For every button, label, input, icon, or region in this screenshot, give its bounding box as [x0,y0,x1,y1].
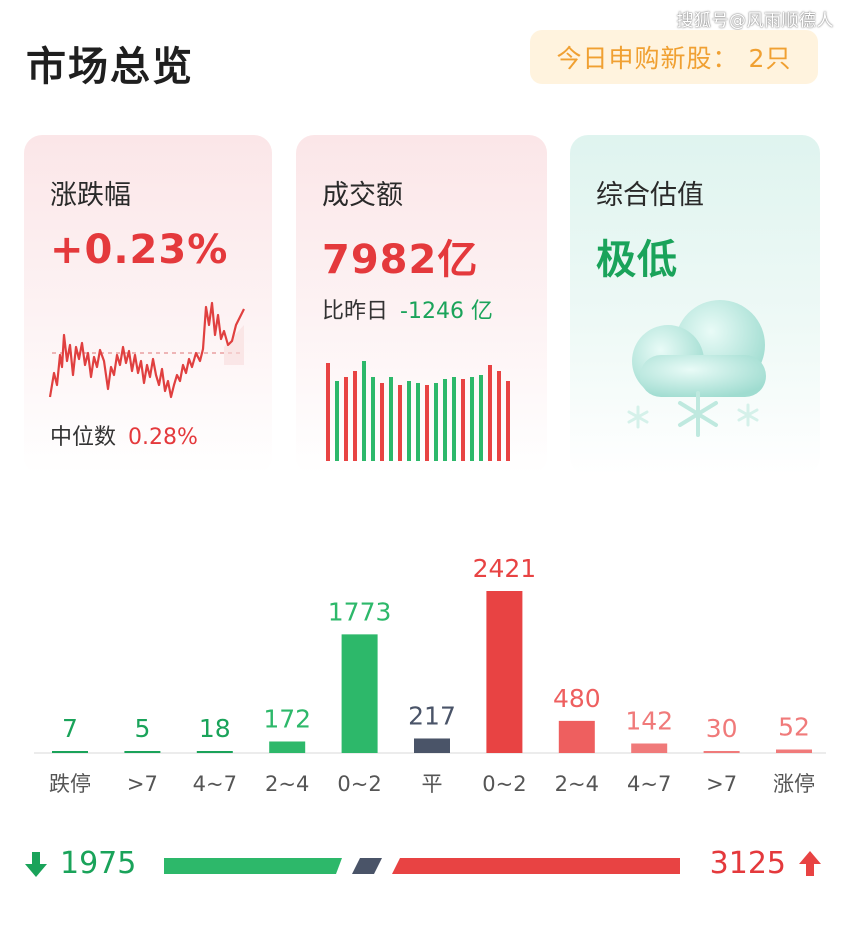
volume-bar [479,375,483,461]
page-title: 市场总览 [26,44,194,90]
flow-bar-down [164,858,342,874]
distribution-bar [776,749,812,753]
volume-bar [380,383,384,461]
distribution-value-label: 217 [408,701,456,730]
distribution-category-label: 平 [422,772,443,796]
distribution-bar [486,591,523,753]
ipo-label: 今日申购新股： [556,44,739,73]
distribution-bar [341,634,378,753]
distribution-category-label: 2~4 [265,772,309,796]
volume-bar [398,385,402,461]
volume-bar [443,379,447,461]
volume-bar [389,377,393,461]
flow-down: 1975 [24,846,136,881]
volume-bar [326,363,330,461]
median-label: 中位数 [50,425,117,450]
volume-bar [335,381,339,461]
distribution-value-label: 18 [199,714,231,743]
distribution-bar [631,743,668,753]
ipo-badge[interactable]: 今日申购新股： 2只 [530,30,818,84]
distribution-bar [414,738,450,753]
distribution-value-label: 30 [706,714,738,743]
volume-bar [506,381,510,461]
distribution-category-label: 4~7 [193,772,237,796]
distribution-category-label: 4~7 [627,772,671,796]
volume-bar [371,377,375,461]
distribution-value-label: 1773 [328,597,392,626]
volume-bar [452,377,456,461]
distribution-bar [558,720,595,753]
watermark: 搜狐号@风雨顺德人 [676,11,834,31]
arrow-down-icon [25,851,47,877]
flow-up: 3125 [710,846,822,881]
down-count: 1975 [60,846,137,881]
distribution-value-label: 142 [625,706,673,735]
volume-bars [326,361,510,461]
flow-bar [164,858,680,874]
ipo-value: 2只 [748,44,792,73]
distribution-bar [703,750,740,753]
volume-bar [461,379,465,461]
compare-value: -1246 亿 [400,299,493,324]
distribution-category-label: 涨停 [773,772,815,796]
valuation-label: 综合估值 [596,180,704,211]
change-label: 涨跌幅 [50,180,131,211]
distribution-chart: 7 跌停 5 >7 18 4~7 172 2~4 1773 0~2 217 平 2421 0~2 480 2~… [34,554,826,796]
distribution-category-label: 0~2 [337,772,381,796]
volume-label: 成交额 [322,180,403,211]
volume-bar [434,383,438,461]
distribution-value-label: 5 [134,714,150,743]
distribution-value-label: 172 [263,704,311,733]
distribution-value-label: 480 [553,684,601,713]
volume-bar [407,381,411,461]
compare-label: 比昨日 [322,299,389,324]
volume-bar [416,383,420,461]
distribution-category-label: 0~2 [482,772,526,796]
distribution-bar [196,751,233,753]
change-value: +0.23% [50,227,229,273]
distribution-value-label: 2421 [473,554,537,583]
flow-summary: 1975 3125 [0,840,848,900]
median-value: 0.28% [128,425,198,450]
flow-bar-flat [352,858,382,874]
distribution-category-label: 2~4 [555,772,599,796]
volume-value: 7982亿 [322,237,479,283]
up-count: 3125 [709,846,786,881]
volume-bar [362,361,366,461]
compare-row: 比昨日 -1246 亿 [322,293,493,325]
volume-bar [425,385,429,461]
distribution-category-label: >7 [127,772,158,796]
valuation-value: 极低 [596,237,678,283]
distribution-bar [124,751,161,753]
change-sparkline [48,301,245,399]
arrow-up-icon [799,850,821,876]
volume-bar [344,377,348,461]
distribution-bar [52,751,88,753]
distribution-category-label: >7 [706,772,737,796]
distribution-bar [269,741,306,753]
volume-bar [470,377,474,461]
volume-bar [353,371,357,461]
change-card[interactable]: 涨跌幅 +0.23% 中位数 0.28% [24,135,272,475]
flow-bar-up [392,858,680,874]
snow-cloud-icon [627,300,766,437]
distribution-value-label: 52 [778,713,810,742]
distribution-category-label: 跌停 [49,772,91,796]
volume-bar [488,365,492,461]
valuation-card[interactable]: 综合估值 极低 [570,135,820,475]
volume-card[interactable]: 成交额 7982亿 比昨日 -1246 亿 [296,135,547,475]
distribution-value-label: 7 [62,714,78,743]
volume-bar [497,371,501,461]
median-row: 中位数 0.28% [50,419,198,451]
